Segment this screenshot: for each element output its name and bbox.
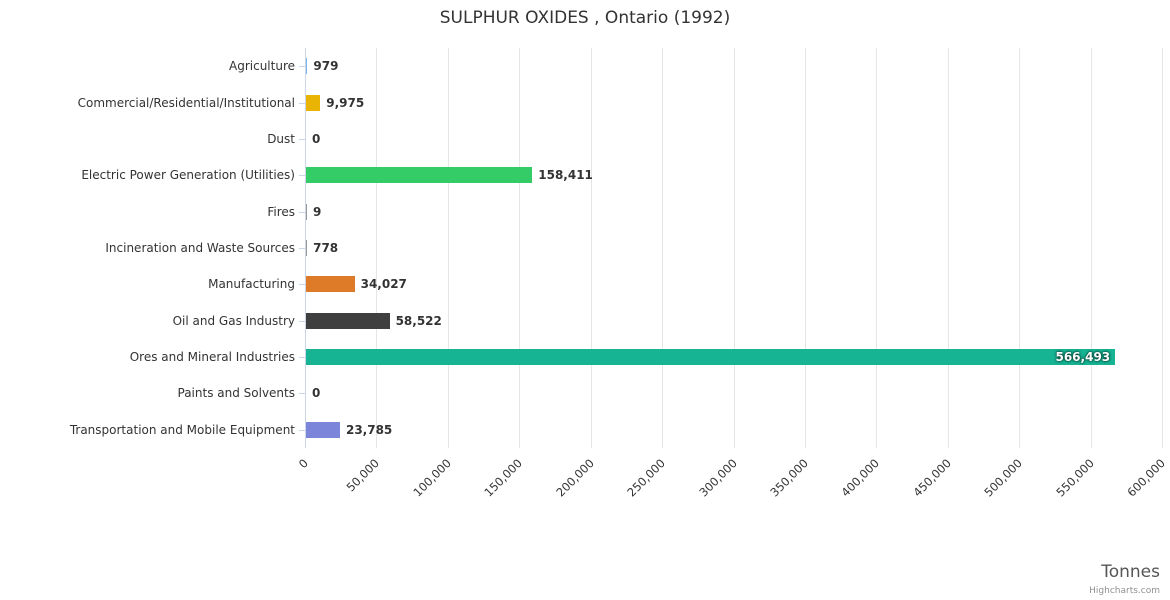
y-axis-tick xyxy=(299,138,305,140)
bar-value-label: 9,975 xyxy=(326,95,365,110)
y-axis-tick xyxy=(299,248,305,249)
gridline xyxy=(447,48,449,448)
bar xyxy=(306,312,390,329)
category-label: Paints and Solvents xyxy=(177,386,296,401)
bar xyxy=(306,240,308,256)
y-axis-line xyxy=(305,48,306,448)
y-axis-tick xyxy=(299,175,305,177)
bar xyxy=(306,58,308,75)
bar-value-label: 0 xyxy=(312,386,321,401)
bar xyxy=(306,203,307,220)
bar-value-label: 566,493 xyxy=(1055,350,1111,365)
y-axis-tick xyxy=(299,429,305,431)
y-axis-tick xyxy=(299,284,305,286)
bar-value-label: 778 xyxy=(313,241,339,255)
y-axis-tick xyxy=(299,320,305,322)
category-label: Transportation and Mobile Equipment xyxy=(69,422,295,437)
category-label: Agriculture xyxy=(229,59,295,74)
bar-value-label: 158,411 xyxy=(538,168,593,183)
gridline xyxy=(376,48,378,448)
category-label: Oil and Gas Industry xyxy=(172,313,295,328)
y-axis-tick xyxy=(299,211,305,213)
bar xyxy=(306,421,340,438)
gridline xyxy=(1019,48,1021,448)
gridline xyxy=(1090,48,1092,448)
category-label: Incineration and Waste Sources xyxy=(105,241,295,255)
bar xyxy=(306,349,1116,366)
gridline xyxy=(519,48,521,448)
gridline xyxy=(876,48,878,448)
bar-value-label: 34,027 xyxy=(360,277,407,292)
bar-value-label: 23,785 xyxy=(345,422,393,437)
y-axis-tick xyxy=(299,357,305,359)
category-label: Fires xyxy=(267,204,295,219)
gridline xyxy=(947,48,949,448)
y-axis-tick xyxy=(299,393,305,395)
category-label: Dust xyxy=(267,131,295,146)
highcharts-credit-link[interactable]: Highcharts.com xyxy=(1089,586,1160,596)
category-label: Ores and Mineral Industries xyxy=(129,350,295,365)
gridline xyxy=(590,48,592,448)
bar xyxy=(306,276,355,293)
bar-value-label: 0 xyxy=(312,131,321,146)
gridline xyxy=(733,48,735,448)
category-label: Commercial/Residential/Institutional xyxy=(77,95,295,110)
y-axis-tick xyxy=(299,102,305,104)
category-label: Manufacturing xyxy=(208,277,295,292)
gridline xyxy=(1162,48,1163,448)
gridline xyxy=(804,48,806,448)
bar xyxy=(306,167,533,184)
gridline xyxy=(662,48,664,448)
x-axis-title: Tonnes xyxy=(1101,562,1160,582)
bar-value-label: 9 xyxy=(313,204,322,219)
y-axis-tick xyxy=(299,66,305,68)
bar xyxy=(306,94,321,111)
chart-title: SULPHUR OXIDES , Ontario (1992) xyxy=(439,8,731,28)
category-label: Electric Power Generation (Utilities) xyxy=(81,168,295,183)
bar-value-label: 979 xyxy=(313,59,339,74)
bar-value-label: 58,522 xyxy=(395,313,442,328)
